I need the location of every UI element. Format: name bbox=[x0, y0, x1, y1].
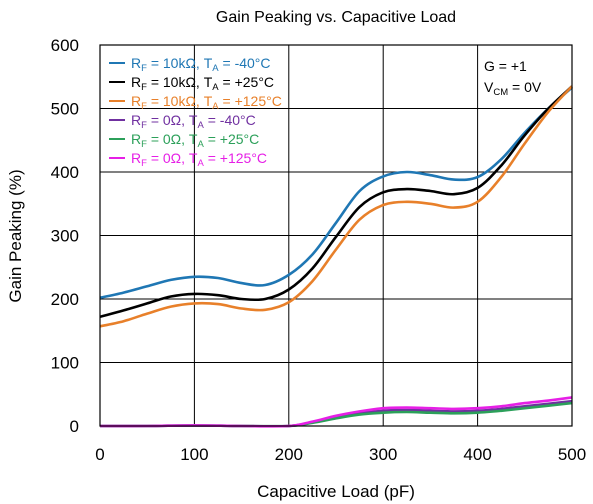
series-line-3 bbox=[99, 85, 573, 328]
chart-title: Gain Peaking vs. Capacitive Load bbox=[216, 9, 456, 26]
conditions-annotation: G = +1 VCM = 0V bbox=[484, 58, 542, 98]
legend: RF = 10kΩ, TA = -40°CRF = 10kΩ, TA = +25… bbox=[109, 55, 282, 169]
legend-label-3: RF = 10kΩ, TA = +125°C bbox=[131, 93, 282, 112]
vcm-prefix: V bbox=[484, 79, 494, 95]
y-axis-title: Gain Peaking (%) bbox=[6, 169, 25, 302]
legend-label-1: RF = 10kΩ, TA = -40°C bbox=[131, 55, 271, 74]
vcm-subscript: CM bbox=[493, 87, 508, 98]
x-tick-labels: 0 100 200 300 400 500 bbox=[95, 445, 586, 464]
legend-label-6: RF = 0Ω, TA = +125°C bbox=[131, 150, 267, 169]
x-axis-title: Capacitive Load (pF) bbox=[257, 482, 415, 501]
x-tick-label: 0 bbox=[95, 445, 104, 464]
x-tick-label: 300 bbox=[369, 445, 397, 464]
y-tick-label: 100 bbox=[51, 354, 79, 373]
series-line-4 bbox=[99, 399, 573, 428]
y-tick-label: 400 bbox=[51, 163, 79, 182]
x-tick-label: 200 bbox=[275, 445, 303, 464]
y-tick-labels: 0 100 200 300 400 500 600 bbox=[51, 36, 79, 436]
series-line-2 bbox=[99, 85, 573, 319]
y-tick-label: 600 bbox=[51, 36, 79, 55]
legend-label-2: RF = 10kΩ, TA = +25°C bbox=[131, 74, 274, 93]
x-tick-label: 500 bbox=[558, 445, 586, 464]
x-tick-label: 100 bbox=[180, 445, 208, 464]
y-tick-label: 0 bbox=[70, 417, 79, 436]
y-tick-label: 300 bbox=[51, 227, 79, 246]
legend-label-5: RF = 0Ω, TA = +25°C bbox=[131, 131, 259, 150]
plot-frame bbox=[99, 44, 573, 427]
y-tick-label: 200 bbox=[51, 290, 79, 309]
x-tick-label: 400 bbox=[463, 445, 491, 464]
y-tick-label: 500 bbox=[51, 100, 79, 119]
series-line-1 bbox=[99, 86, 573, 299]
legend-label-4: RF = 0Ω, TA = -40°C bbox=[131, 112, 256, 131]
vcm-suffix: = 0V bbox=[508, 79, 542, 95]
vcm-annotation: VCM = 0V bbox=[484, 79, 542, 98]
gain-annotation: G = +1 bbox=[484, 58, 527, 74]
